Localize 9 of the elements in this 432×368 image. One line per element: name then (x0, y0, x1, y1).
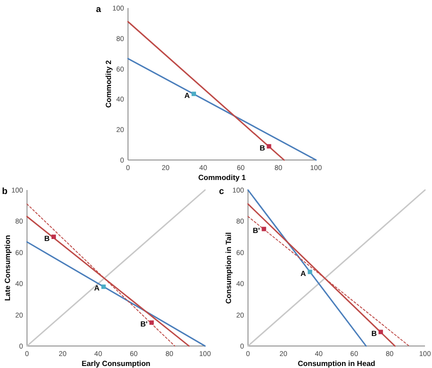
point (262, 226, 266, 232)
chart-title: c (219, 186, 224, 196)
chart-title: b (2, 186, 8, 196)
point (101, 284, 106, 289)
point (378, 330, 383, 334)
point (52, 234, 56, 239)
point (308, 270, 312, 274)
chart-title: a (96, 4, 102, 14)
point (149, 320, 154, 325)
